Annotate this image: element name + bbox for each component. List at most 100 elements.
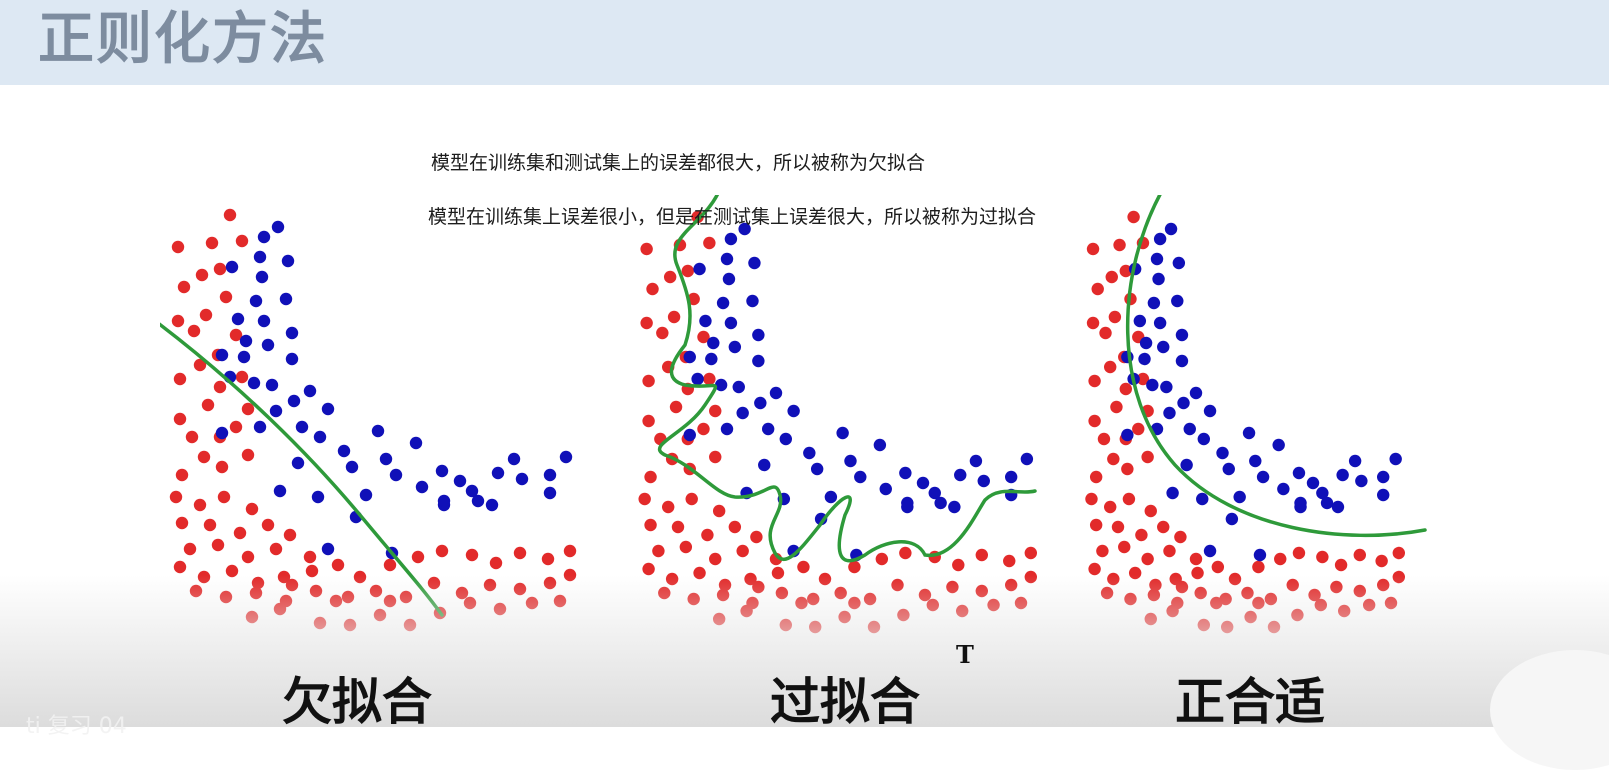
blue-dot <box>321 402 335 416</box>
red-dot <box>223 208 237 222</box>
blue-dot <box>769 386 783 400</box>
blue-dot <box>779 432 792 446</box>
blue-dot <box>345 460 359 474</box>
red-dot <box>652 544 665 558</box>
red-dot <box>1104 360 1117 374</box>
blue-dot <box>1253 548 1267 562</box>
red-dot <box>1141 450 1154 464</box>
red-dot <box>1122 492 1136 506</box>
blue-dot <box>1196 492 1209 506</box>
blue-dot <box>435 464 449 478</box>
red-dot <box>1174 530 1187 544</box>
blue-dot <box>1272 438 1285 452</box>
blue-dot <box>1294 496 1307 510</box>
overfit-boundary-curve <box>657 195 1037 563</box>
red-dot <box>305 564 319 578</box>
red-dot <box>213 262 227 276</box>
red-dot <box>229 328 243 342</box>
text-cursor-icon: T <box>956 640 974 669</box>
red-dot <box>199 308 213 322</box>
red-dot <box>667 310 681 324</box>
red-dot <box>669 400 683 414</box>
blue-dot <box>736 406 749 420</box>
blue-dot <box>1203 404 1217 418</box>
underfit-caption: 欠拟合 <box>282 673 432 731</box>
blue-dot <box>453 474 467 488</box>
blue-dot <box>285 352 299 366</box>
red-dot <box>563 544 577 558</box>
red-dot <box>697 422 710 436</box>
red-dot <box>1088 414 1101 428</box>
red-dot <box>679 540 693 554</box>
overfit-description: 模型在训练集上误差很小，但是在测试集上误差很大，所以被称为过拟合 <box>428 206 1037 228</box>
blue-dot <box>491 466 505 480</box>
red-dot <box>1392 546 1405 560</box>
underfit-panel <box>160 208 577 632</box>
blue-dot <box>1197 432 1210 446</box>
blue-dot <box>810 462 824 476</box>
red-dot <box>975 548 988 562</box>
red-dot <box>1118 540 1131 554</box>
blue-dot <box>437 494 451 508</box>
red-dot <box>709 552 722 566</box>
blue-dot <box>1242 426 1256 440</box>
red-dot <box>644 518 657 532</box>
red-dot <box>173 412 187 426</box>
blue-dot <box>748 256 761 270</box>
goodfit-caption: 正合适 <box>1175 673 1325 731</box>
red-dot <box>489 556 503 570</box>
blue-dot <box>1249 454 1262 468</box>
red-dot <box>703 236 716 250</box>
blue-dot <box>954 468 967 482</box>
blue-dot <box>515 472 529 486</box>
goodfit-boundary-curve <box>1126 195 1427 538</box>
blue-dot <box>724 232 738 246</box>
red-dot <box>173 560 187 574</box>
red-dot <box>875 552 889 566</box>
blue-dot <box>1256 470 1270 484</box>
red-dot <box>203 518 217 532</box>
red-dot <box>1089 470 1103 484</box>
blue-dot <box>683 428 696 442</box>
blue-dot <box>239 334 253 348</box>
blue-dot <box>485 498 499 512</box>
blue-dot <box>693 262 706 276</box>
slide-header-bar: 正则化方法 <box>0 0 1609 85</box>
blue-dot <box>295 420 309 434</box>
red-dot <box>177 280 191 294</box>
blue-dot <box>705 352 718 366</box>
blue-dot <box>231 312 245 326</box>
red-dot <box>681 264 694 278</box>
blue-dot <box>836 426 849 440</box>
blue-dot <box>1189 386 1203 400</box>
red-dot <box>331 558 345 572</box>
red-dot <box>229 420 243 434</box>
red-dot <box>1334 558 1348 572</box>
red-dot <box>736 544 749 558</box>
blue-dot <box>854 470 867 484</box>
red-dot <box>671 520 685 534</box>
blue-dot <box>754 396 767 410</box>
blue-dot <box>814 512 828 526</box>
blue-dot <box>1171 294 1184 308</box>
blue-dot <box>1163 406 1176 420</box>
blue-dot <box>1157 340 1170 354</box>
blue-dot <box>691 372 704 386</box>
blue-dot <box>215 426 229 440</box>
blue-dot <box>758 458 771 472</box>
red-dot <box>1119 264 1132 278</box>
red-dot <box>383 558 397 572</box>
red-dot <box>656 326 669 340</box>
blue-dot <box>1177 396 1190 410</box>
blue-dot <box>215 348 229 362</box>
blue-dot <box>1005 470 1018 484</box>
red-dot <box>1163 544 1176 558</box>
blue-dot <box>379 452 393 466</box>
red-dot <box>541 552 555 566</box>
blue-dot <box>1389 452 1402 466</box>
red-dot <box>245 502 259 516</box>
blue-dot <box>1147 296 1161 310</box>
red-dot <box>1353 548 1366 562</box>
blue-dot <box>1166 486 1179 500</box>
red-dot <box>797 560 810 574</box>
